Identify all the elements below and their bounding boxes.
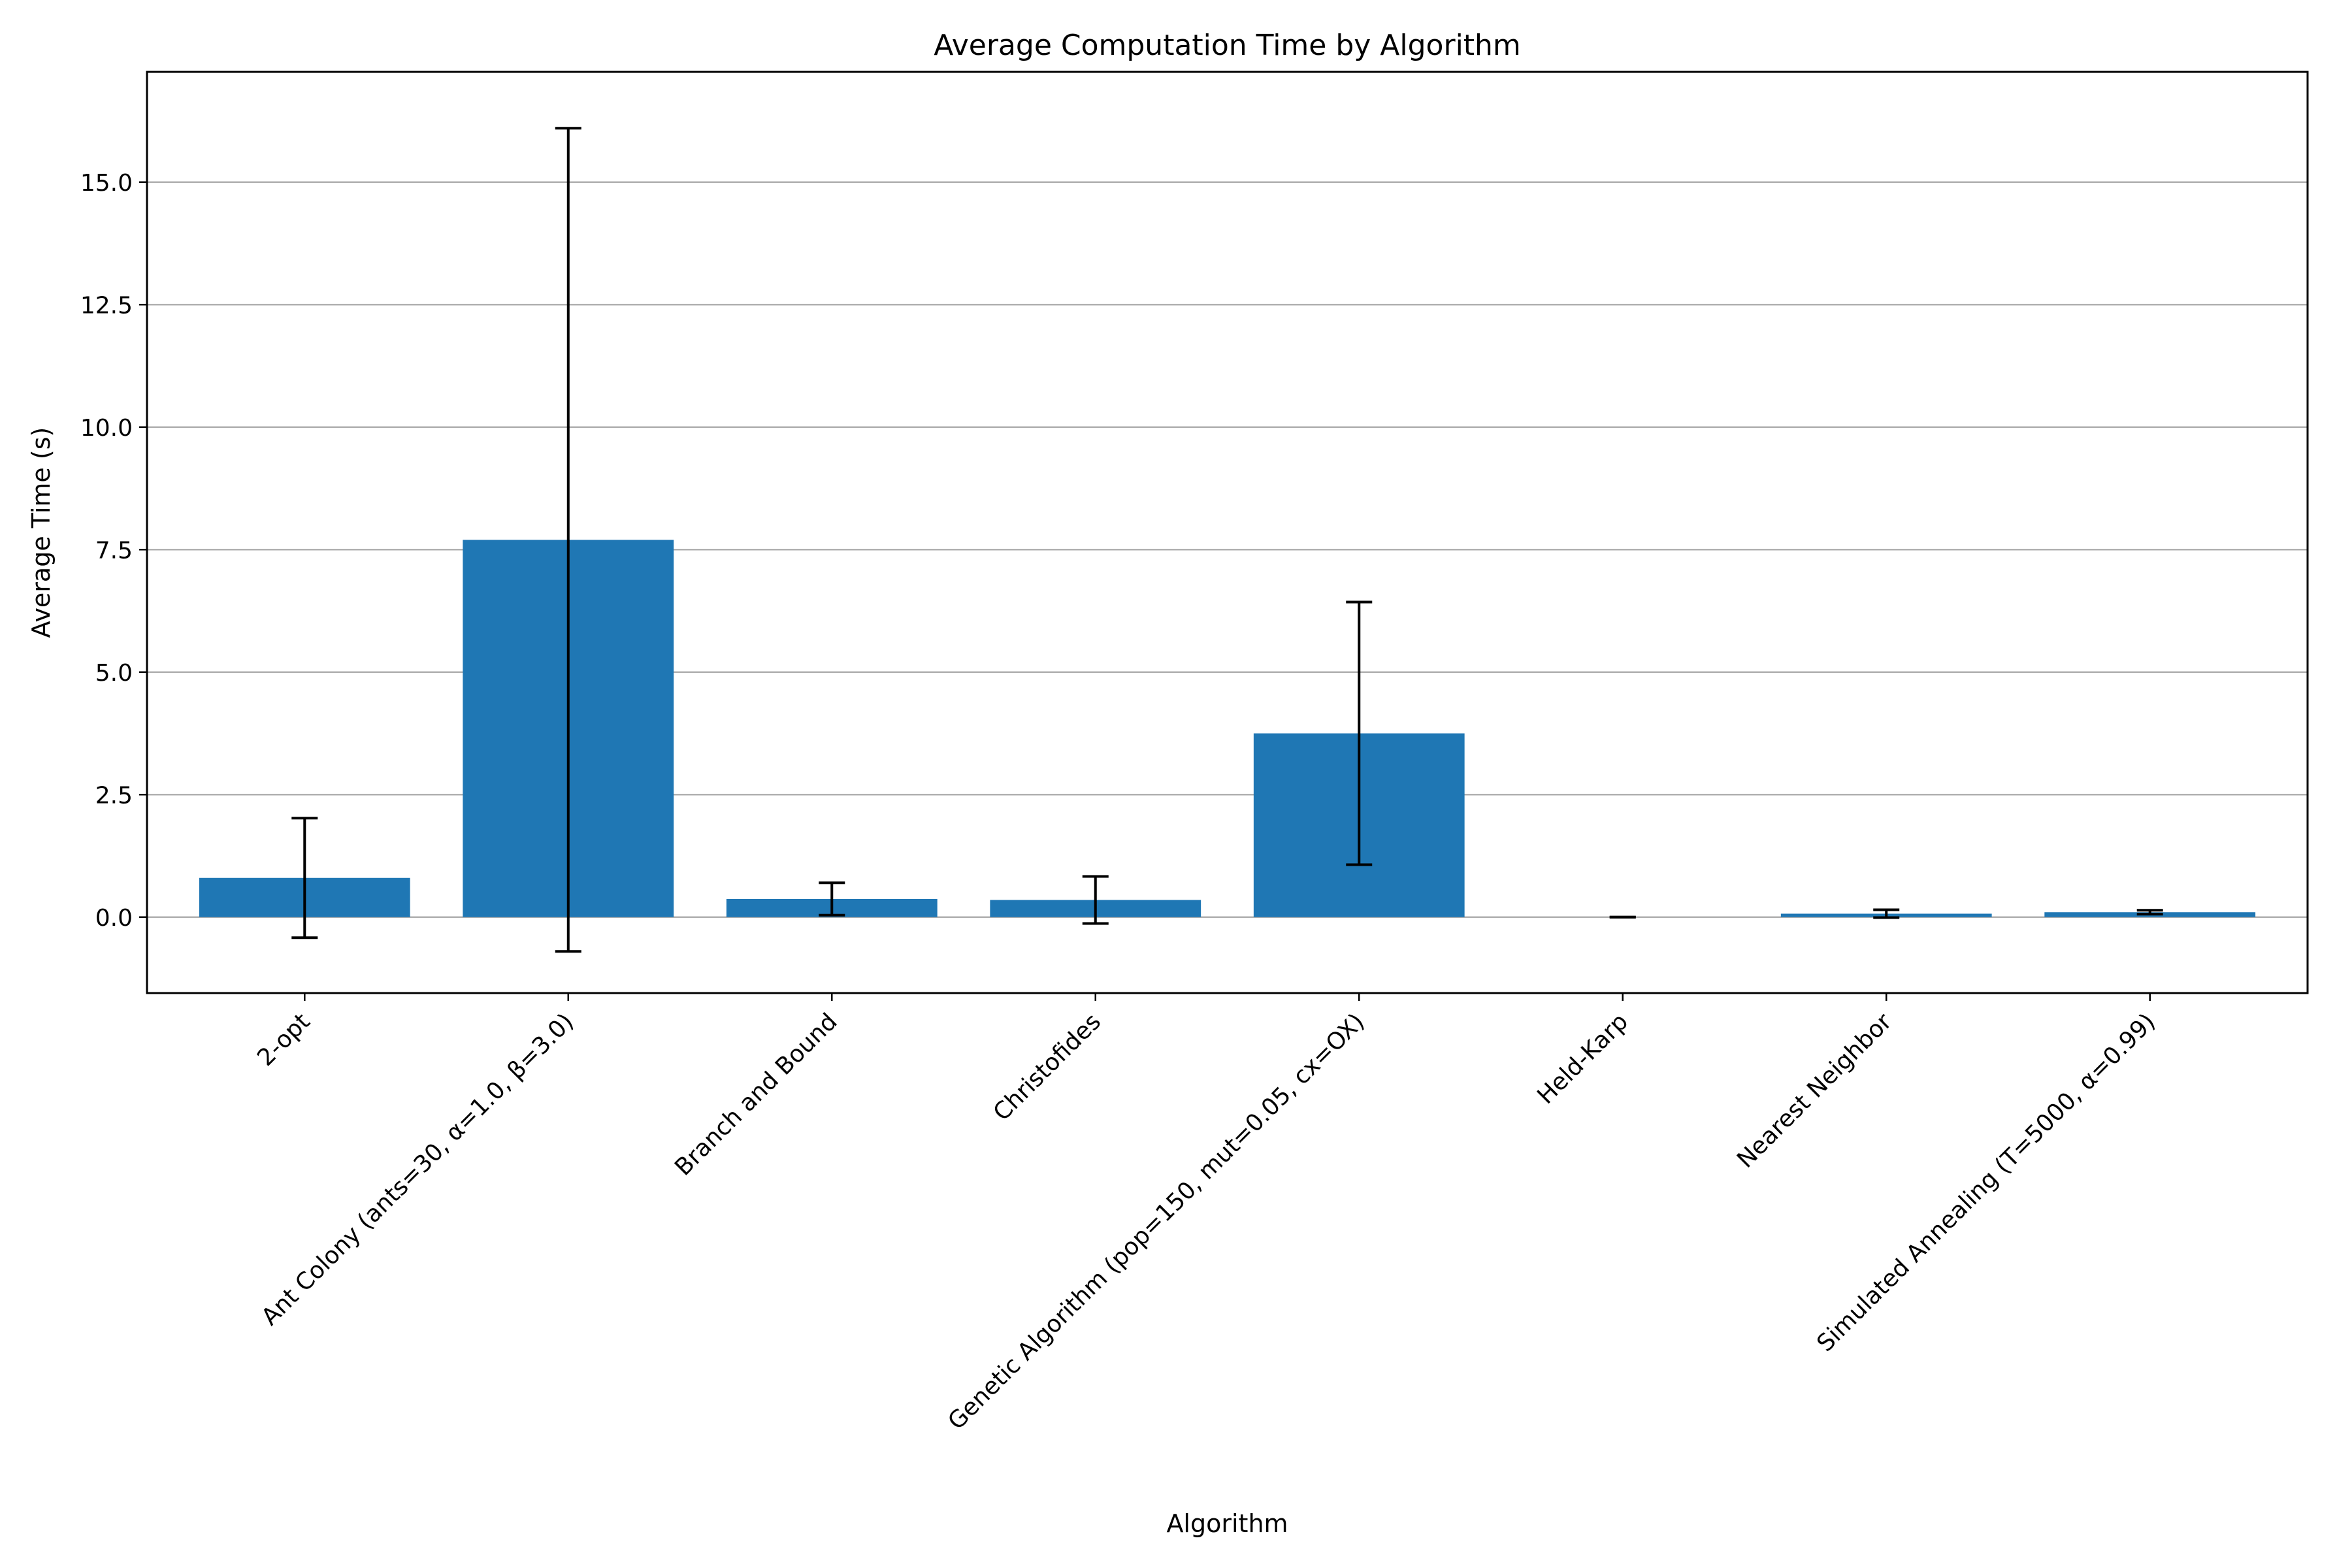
- error-bar: [1082, 875, 1109, 925]
- y-tick-label: 15.0: [80, 170, 133, 197]
- error-bar: [1346, 600, 1373, 866]
- x-tick-label: Held-Karp: [1532, 1008, 1633, 1109]
- y-tick-label: 5.0: [95, 660, 133, 687]
- error-bar: [291, 817, 318, 939]
- y-tick-label: 2.5: [95, 782, 133, 809]
- x-tick-label: Simulated Annealing (T=5000, α=0.99): [1812, 1008, 2161, 1357]
- x-tick-label: 2-opt: [252, 1008, 316, 1071]
- bars: [199, 540, 2256, 917]
- y-tick-label: 0.0: [95, 905, 133, 932]
- chart-title: Average Computation Time by Algorithm: [934, 29, 1521, 62]
- plot-frame: [146, 71, 2309, 994]
- x-tick-label: Genetic Algorithm (pop=150, mut=0.05, cx…: [943, 1008, 1369, 1435]
- x-axis-label: Algorithm: [1166, 1509, 1288, 1538]
- x-tick-label: Branch and Bound: [670, 1008, 842, 1181]
- error-bar: [1873, 908, 1900, 919]
- x-tick-label: Christofides: [988, 1008, 1106, 1126]
- x-tick-label: Ant Colony (ants=30, α=1.0, β=3.0): [257, 1008, 579, 1330]
- y-axis-ticks: 0.0 2.5 5.0 7.5 10.0 12.5 15.0: [80, 170, 147, 932]
- y-axis-label: Average Time (s): [27, 427, 56, 638]
- y-tick-label: 7.5: [95, 537, 133, 564]
- error-bar: [819, 881, 845, 917]
- y-tick-label: 10.0: [80, 415, 133, 442]
- error-bar: [555, 127, 581, 953]
- error-bars: [291, 127, 2163, 953]
- x-tick-label: Nearest Neighbor: [1732, 1008, 1897, 1173]
- error-bar: [2136, 909, 2163, 916]
- y-tick-label: 12.5: [80, 292, 133, 319]
